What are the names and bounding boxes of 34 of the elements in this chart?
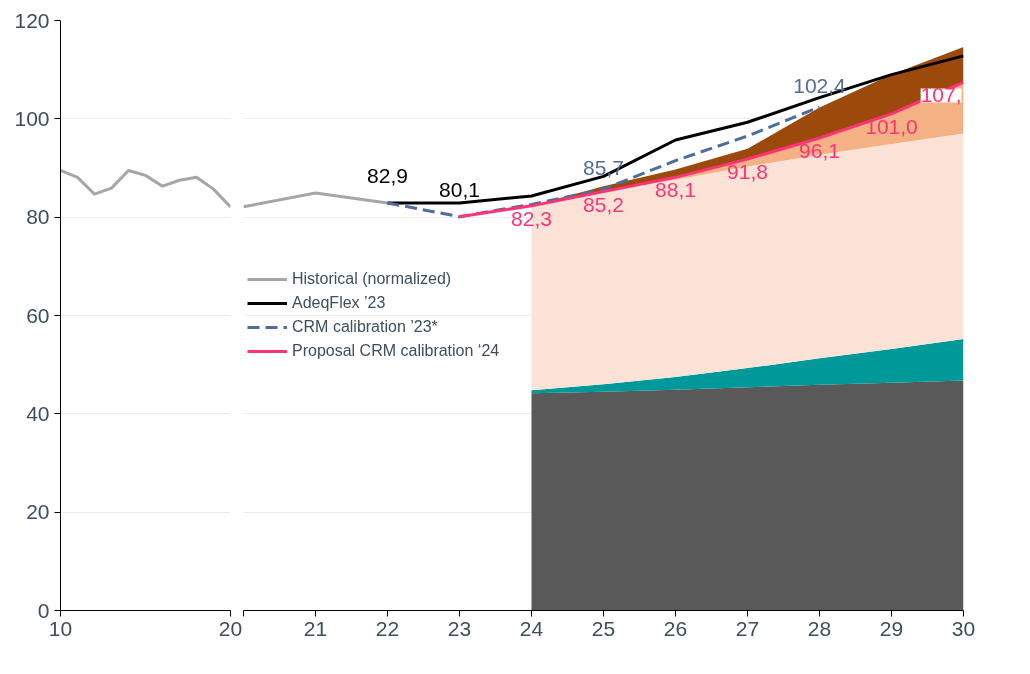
- legend-label: AdeqFlex ’23: [292, 294, 386, 312]
- line-series: [60, 168, 231, 209]
- data-label: 102,4: [793, 74, 847, 98]
- y-tick-label: 40: [26, 401, 50, 425]
- x-tick-label: 27: [735, 616, 760, 640]
- y-tick-label: 60: [26, 303, 50, 327]
- x-tick-label: 21: [303, 616, 328, 640]
- y-tick-label: 100: [14, 106, 50, 130]
- x-tick-label: 20: [218, 616, 243, 640]
- x-tick-label: 28: [807, 616, 832, 640]
- y-tick-label: 20: [26, 500, 50, 524]
- x-tick-label: 29: [879, 616, 904, 640]
- annotation: 82,9: [367, 163, 408, 187]
- annotation: 80,1: [439, 177, 480, 201]
- x-tick-label: 24: [519, 616, 544, 640]
- legend-label: CRM calibration ’23*: [292, 318, 438, 336]
- legend-label: Proposal CRM calibration ‘24: [292, 342, 500, 360]
- x-tick-label: 23: [447, 616, 472, 640]
- data-label: 85,2: [583, 192, 624, 216]
- data-label: 107,: [920, 83, 962, 107]
- data-label: 88,1: [655, 178, 696, 202]
- y-tick-label: 0: [37, 598, 50, 622]
- y-tick-label: 120: [14, 8, 50, 32]
- data-label: 101,0: [865, 114, 918, 138]
- data-label: 82,3: [511, 206, 552, 230]
- data-label: 85,7: [583, 156, 624, 180]
- y-tick-label: 80: [26, 205, 50, 229]
- x-tick-label: 26: [663, 616, 688, 640]
- x-tick-label: 30: [951, 616, 976, 640]
- x-tick-label: 10: [48, 616, 73, 640]
- x-tick-label: 22: [375, 616, 400, 640]
- data-label: 91,8: [727, 160, 768, 184]
- legend-label: Historical (normalized): [292, 270, 452, 288]
- x-tick-label: 25: [591, 616, 616, 640]
